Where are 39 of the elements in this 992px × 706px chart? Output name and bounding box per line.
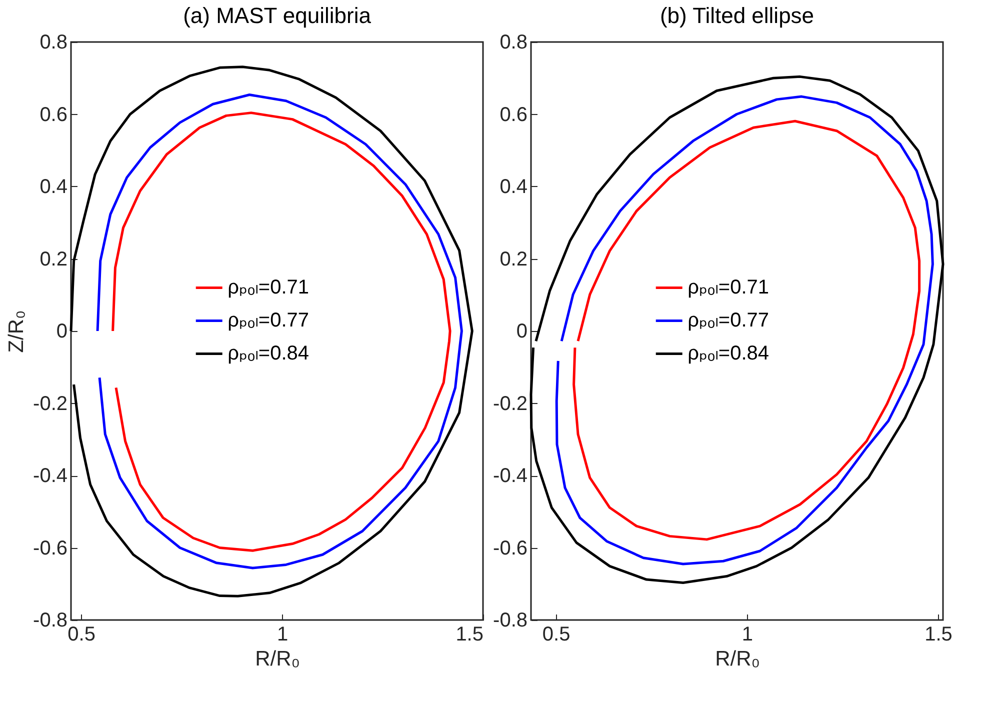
line-series <box>70 66 474 598</box>
y-axis-title: Z/R₀ <box>5 310 28 353</box>
y-tick-label: -0.2 <box>493 392 528 415</box>
legend-label: ρₚₒₗ=0.77 <box>228 310 310 332</box>
y-tick-label: -0.4 <box>493 465 528 487</box>
line-series <box>555 95 934 566</box>
y-tick-label: 0.4 <box>40 176 68 198</box>
y-tick-label: -0.6 <box>33 537 68 560</box>
line-series <box>530 75 944 584</box>
y-tick-label: -0.8 <box>493 610 528 632</box>
y-tick-label: -0.4 <box>33 465 68 487</box>
legend-label: ρₚₒₗ=0.84 <box>688 342 770 365</box>
legend-label: ρₚₒₗ=0.71 <box>228 276 310 299</box>
y-tick-label: -0.6 <box>493 537 528 560</box>
y-tick-label: -0.8 <box>33 610 68 632</box>
y-tick-label: 0 <box>516 320 528 342</box>
legend-label: ρₚₒₗ=0.77 <box>688 310 770 332</box>
x-tick-label: 1.5 <box>456 624 484 646</box>
y-tick-label: 0.4 <box>500 176 528 198</box>
y-tick-label: 0.6 <box>40 104 68 126</box>
x-tick-label: 1 <box>276 624 288 646</box>
y-tick-label: 0.2 <box>500 248 528 270</box>
chart-title: (b) Tilted ellipse <box>660 3 814 28</box>
y-tick-label: 0.8 <box>40 32 68 54</box>
x-tick-label: 0.5 <box>542 624 570 646</box>
legend-label: ρₚₒₗ=0.84 <box>228 342 310 365</box>
x-axis-title: R/R₀ <box>255 648 300 670</box>
line-series <box>572 120 921 541</box>
x-tick-label: 0.5 <box>68 624 96 646</box>
y-tick-label: -0.2 <box>33 392 68 415</box>
y-tick-label: 0.2 <box>40 248 68 270</box>
chart-title: (a) MAST equilibria <box>183 3 372 28</box>
x-tick-label: 1 <box>742 624 753 646</box>
y-tick-label: 0 <box>56 320 68 342</box>
x-axis-title: R/R₀ <box>715 648 760 670</box>
legend-label: ρₚₒₗ=0.71 <box>688 276 770 299</box>
y-tick-label: 0.8 <box>500 32 528 54</box>
y-tick-label: 0.6 <box>500 104 528 126</box>
x-tick-label: 1.5 <box>924 624 952 646</box>
